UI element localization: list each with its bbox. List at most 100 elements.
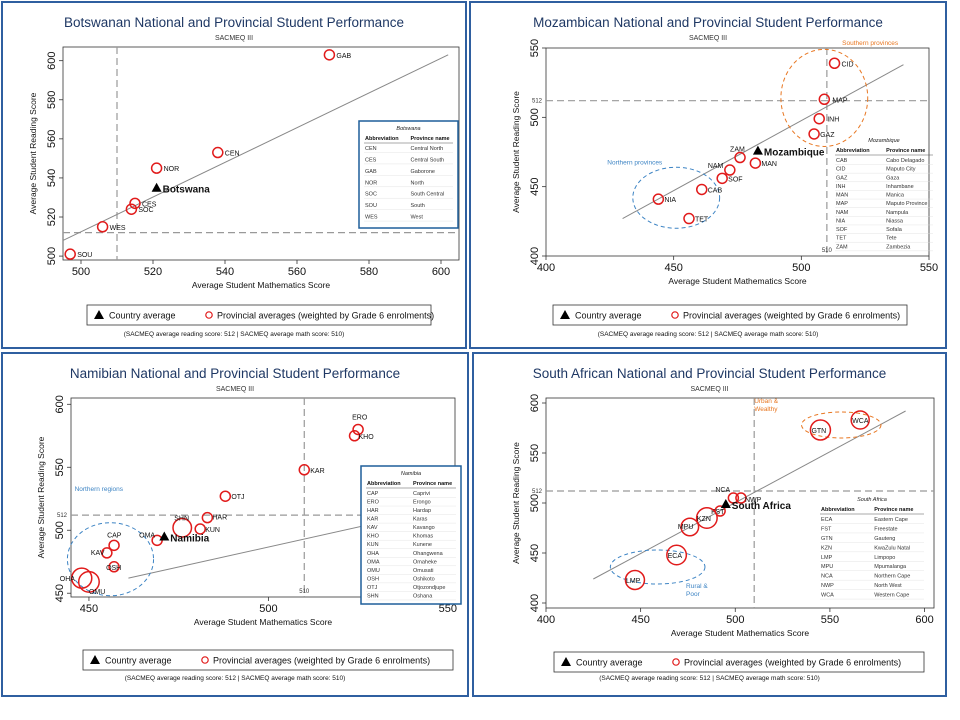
legend-province-label: Provincial averages (weighted by Grade 6… (217, 311, 434, 321)
country-label: Namibia (170, 534, 209, 545)
province-label: KAR (310, 468, 324, 475)
x-tick-label: 450 (631, 614, 649, 626)
province-table-name: Manica (886, 193, 905, 199)
province-table-code: KHO (367, 534, 380, 540)
province-marker (813, 112, 825, 125)
province-table-code: CEN (365, 146, 377, 152)
province-table-code: ECA (821, 517, 833, 523)
legend-country-label: Country average (576, 658, 643, 668)
y-axis-label: Average Student Reading Score (511, 442, 521, 564)
province-label: NWP (745, 497, 762, 504)
province-label: KAV (91, 550, 105, 557)
province-table-code: OSH (367, 576, 379, 582)
legend-province-marker (672, 658, 680, 666)
province-table-name: West (410, 215, 423, 221)
province-marker (201, 511, 214, 524)
legend-province-label: Provincial averages (weighted by Grade 6… (684, 658, 901, 668)
province-table-header: Abbreviation (821, 507, 855, 513)
x-tick-label: 600 (432, 266, 450, 278)
panel-botswana: Botswanan National and Provincial Studen… (1, 1, 467, 349)
province-label: KUN (205, 527, 220, 534)
province-table-name: Oshana (413, 593, 433, 599)
legend-country-label: Country average (105, 656, 172, 666)
province-label: OHA (60, 576, 76, 583)
province-marker (194, 523, 206, 535)
country-label: South Africa (732, 501, 792, 512)
legend-province-label: Provincial averages (weighted by Grade 6… (683, 311, 900, 321)
province-table-code: LMP (821, 555, 833, 561)
footnote: (SACMEQ average reading score: 512 | SAC… (599, 675, 820, 682)
legend-country-marker (560, 310, 570, 319)
country-marker (720, 499, 731, 508)
province-table-name: North West (874, 583, 902, 589)
reference-label-reading: 512 (57, 513, 68, 519)
province-marker (695, 507, 718, 529)
province-table-header: Abbreviation (365, 136, 399, 142)
province-table-code: GTN (821, 536, 833, 542)
province-marker (809, 419, 832, 441)
province-table-name: Kavango (413, 525, 435, 531)
y-axis-label: Average Student Reading Score (28, 92, 38, 214)
province-marker (172, 517, 193, 538)
y-tick-label: 600 (54, 395, 66, 413)
province-table-code: TET (836, 236, 847, 242)
chart-mozambique: Mozambican National and Provincial Stude… (511, 15, 938, 338)
province-table-name: South (410, 203, 424, 209)
province-table-code: KZN (821, 545, 832, 551)
x-tick-label: 500 (792, 262, 810, 274)
province-table-code: INH (836, 184, 846, 190)
province-table-title: South Africa (857, 497, 887, 503)
province-label: FST (711, 509, 725, 516)
province-label: MAP (832, 97, 848, 104)
legend-province-label: Provincial averages (weighted by Grade 6… (213, 656, 430, 666)
province-table-name: Central South (410, 157, 444, 163)
province-marker (735, 492, 747, 504)
province-label: OTJ (231, 494, 244, 501)
reference-label-math: 510 (299, 589, 310, 595)
chart-botswana: Botswanan National and Provincial Studen… (28, 15, 460, 338)
province-table-title: Botswana (396, 126, 420, 132)
y-tick-label: 550 (529, 444, 541, 462)
province-table-name: Maputo City (886, 167, 916, 173)
chart-title: Mozambican National and Provincial Stude… (533, 15, 883, 30)
province-label: OSH (106, 565, 121, 572)
province-table-name: Western Cape (874, 593, 909, 599)
reference-label-reading: 512 (532, 489, 543, 495)
fit-line (62, 54, 449, 241)
group-label: Southern provinces (842, 40, 899, 47)
province-table-name: Tete (886, 236, 896, 242)
province-label: KHO (359, 434, 375, 441)
province-table-name: Maputo Province (886, 201, 927, 207)
province-table (360, 465, 462, 605)
province-marker (108, 539, 120, 552)
x-tick-label: 500 (259, 603, 277, 615)
province-table-name: Otjozondjupe (413, 585, 445, 591)
province-label: WCA (852, 418, 869, 425)
province-marker (749, 157, 762, 169)
province-table-name: Kunene (413, 542, 432, 548)
province-table-code: WES (365, 215, 378, 221)
province-label: NIA (664, 197, 676, 204)
province-table-code: GAZ (836, 175, 848, 181)
province-table-code: NIA (836, 218, 846, 224)
province-table-code: SOF (836, 227, 848, 233)
province-label: KZN (697, 516, 711, 523)
group-label: Rural & (686, 583, 708, 590)
province-table-name: Mpumalanga (874, 564, 907, 570)
chart-subtitle: SACMEQ III (215, 35, 253, 42)
province-table-name: North (410, 180, 423, 186)
x-tick-label: 450 (80, 603, 98, 615)
province-table-name: Central North (410, 146, 443, 152)
y-tick-label: 400 (529, 247, 541, 265)
group-label: Northern provinces (607, 159, 663, 166)
x-tick-label: 550 (920, 262, 938, 274)
legend-box (86, 304, 432, 326)
x-axis-label: Average Student Mathematics Score (671, 628, 810, 638)
chart-title: Namibian National and Provincial Student… (70, 366, 400, 381)
province-table-name: Karas (413, 517, 428, 523)
x-tick-label: 560 (288, 266, 306, 278)
province-label: ERO (352, 414, 368, 421)
province-label: SHN (174, 516, 189, 523)
group-label: Urban & (754, 398, 779, 405)
province-table-title: Namibia (401, 471, 421, 477)
